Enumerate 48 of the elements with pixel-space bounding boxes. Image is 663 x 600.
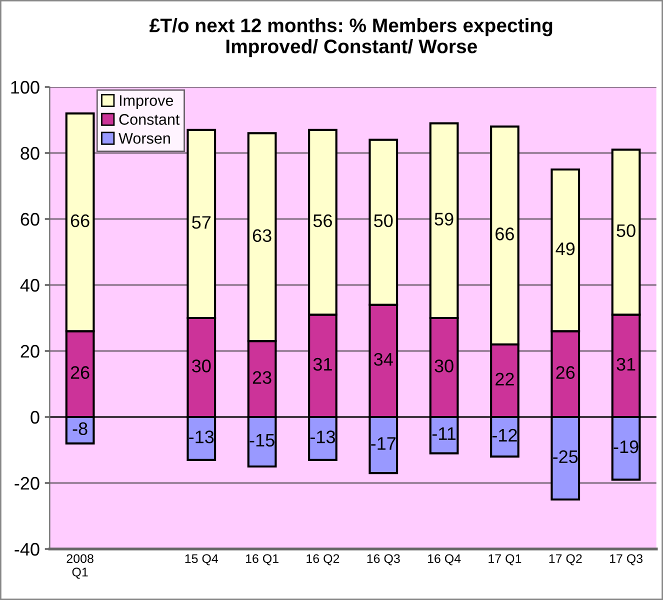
data-label: -13 (310, 430, 335, 444)
y-tick-label: 0 (30, 410, 40, 424)
y-tick-label: -20 (14, 476, 40, 490)
data-label: 66 (496, 228, 514, 240)
data-label: 34 (374, 352, 393, 366)
x-tick-label: 17 Q2 (549, 554, 582, 566)
data-label: 49 (556, 242, 575, 256)
x-tick-label: 17 Q1 (488, 554, 522, 566)
y-tick-label: 100 (11, 80, 40, 94)
x-tick-label: 16 Q4 (428, 554, 461, 566)
data-label: 22 (496, 372, 514, 386)
y-tick-label: 40 (20, 278, 40, 292)
legend-label: Improve (120, 95, 174, 109)
data-label: 31 (616, 358, 636, 371)
data-label: 63 (252, 229, 272, 242)
data-label: 56 (313, 214, 332, 228)
data-label: -12 (492, 428, 517, 442)
data-label: 26 (556, 366, 575, 379)
data-label: -19 (614, 440, 638, 454)
legend-label: Worsen (118, 133, 170, 144)
y-tick-label: 60 (20, 212, 40, 226)
data-label: 31 (313, 358, 332, 371)
x-tick-label: 2008 Q1 (66, 554, 94, 579)
data-label: -17 (371, 437, 396, 450)
data-label: -15 (250, 434, 274, 447)
data-label: 50 (616, 224, 636, 238)
x-tick-label: 17 Q3 (610, 554, 643, 566)
y-tick-label: 20 (20, 344, 40, 358)
x-tick-label: 16 Q1 (246, 554, 278, 566)
chart-title: £T/o next 12 months: % Members expecting Improved/ Constant/ Worse (150, 18, 552, 58)
data-label: 26 (70, 366, 90, 379)
data-label: -11 (432, 427, 456, 440)
data-label: -25 (553, 450, 578, 464)
data-label: -8 (72, 422, 88, 436)
x-tick-label: 16 Q2 (306, 554, 340, 566)
data-label: 57 (192, 216, 211, 229)
y-tick-label: -40 (14, 542, 40, 556)
data-label: 50 (374, 214, 393, 228)
x-tick-label: 15 Q4 (185, 554, 218, 566)
data-label: -13 (189, 430, 214, 444)
x-tick-label: 16 Q3 (367, 554, 400, 566)
data-label: 30 (192, 360, 211, 372)
data-label: 23 (252, 371, 272, 384)
data-label: 66 (70, 214, 90, 228)
data-label: 30 (434, 360, 454, 372)
legend-label: Constant (119, 114, 180, 125)
y-tick-label: 80 (20, 146, 40, 160)
data-label: 59 (434, 212, 454, 226)
